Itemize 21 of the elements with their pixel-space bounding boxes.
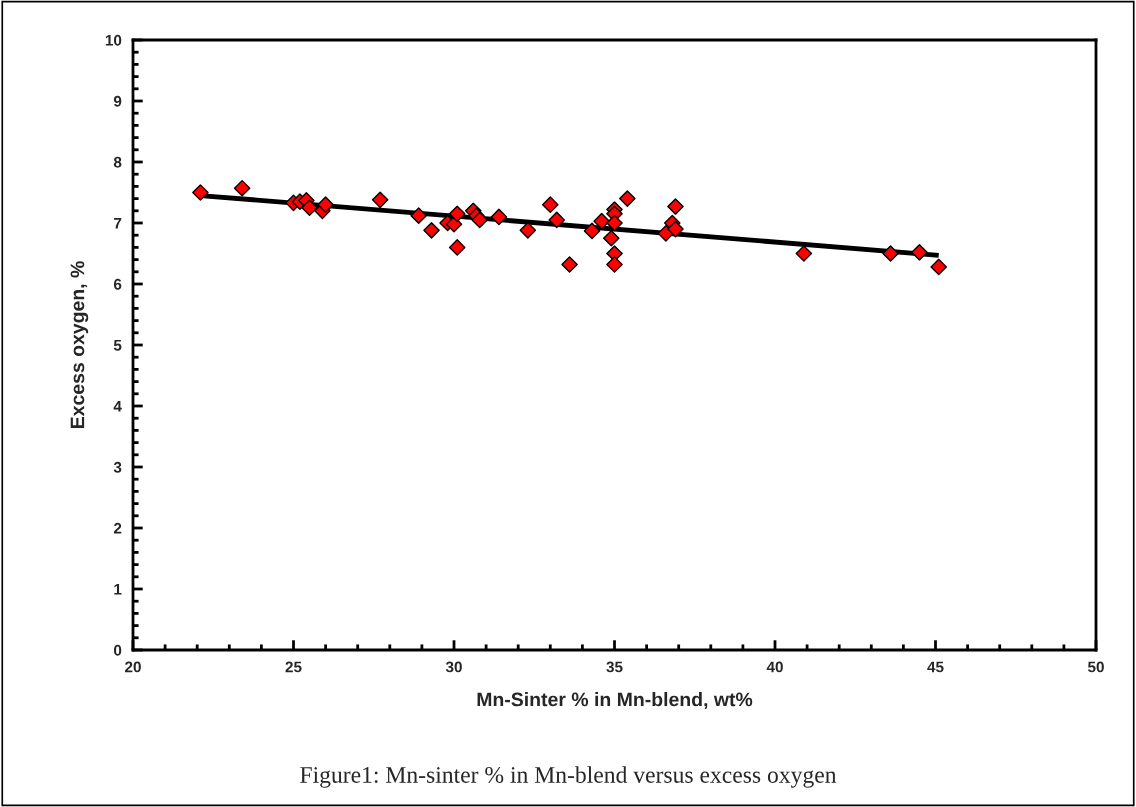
x-tick-label: 35 — [606, 661, 623, 673]
y-tick-label: 7 — [114, 218, 122, 229]
x-tick-label: 45 — [927, 661, 944, 673]
y-tick-label: 4 — [113, 401, 122, 412]
y-tick-label: 10 — [105, 34, 122, 46]
y-tick-label: 8 — [113, 156, 122, 168]
x-tick-label: 50 — [1087, 661, 1104, 673]
y-axis-title: Excess oxygen, % — [70, 261, 89, 428]
x-tick-label: 25 — [285, 661, 302, 673]
y-tick-label: 9 — [113, 95, 122, 107]
y-tick-label: 1 — [114, 584, 122, 595]
y-tick-label: 3 — [113, 461, 122, 473]
x-axis-title: Mn-Sinter % in Mn-blend, wt% — [477, 692, 753, 710]
caption: Figure1: Mn-sinter % in Mn-blend versus excess oxygen — [300, 766, 837, 788]
x-tick-label: 30 — [445, 661, 462, 673]
y-tick-label: 0 — [114, 644, 122, 656]
y-tick-label: 6 — [113, 278, 122, 290]
x-tick-label: 40 — [766, 661, 783, 673]
x-tick-label: 20 — [125, 661, 141, 673]
y-tick-label: 2 — [113, 522, 122, 534]
y-tick-label: 5 — [113, 340, 122, 351]
